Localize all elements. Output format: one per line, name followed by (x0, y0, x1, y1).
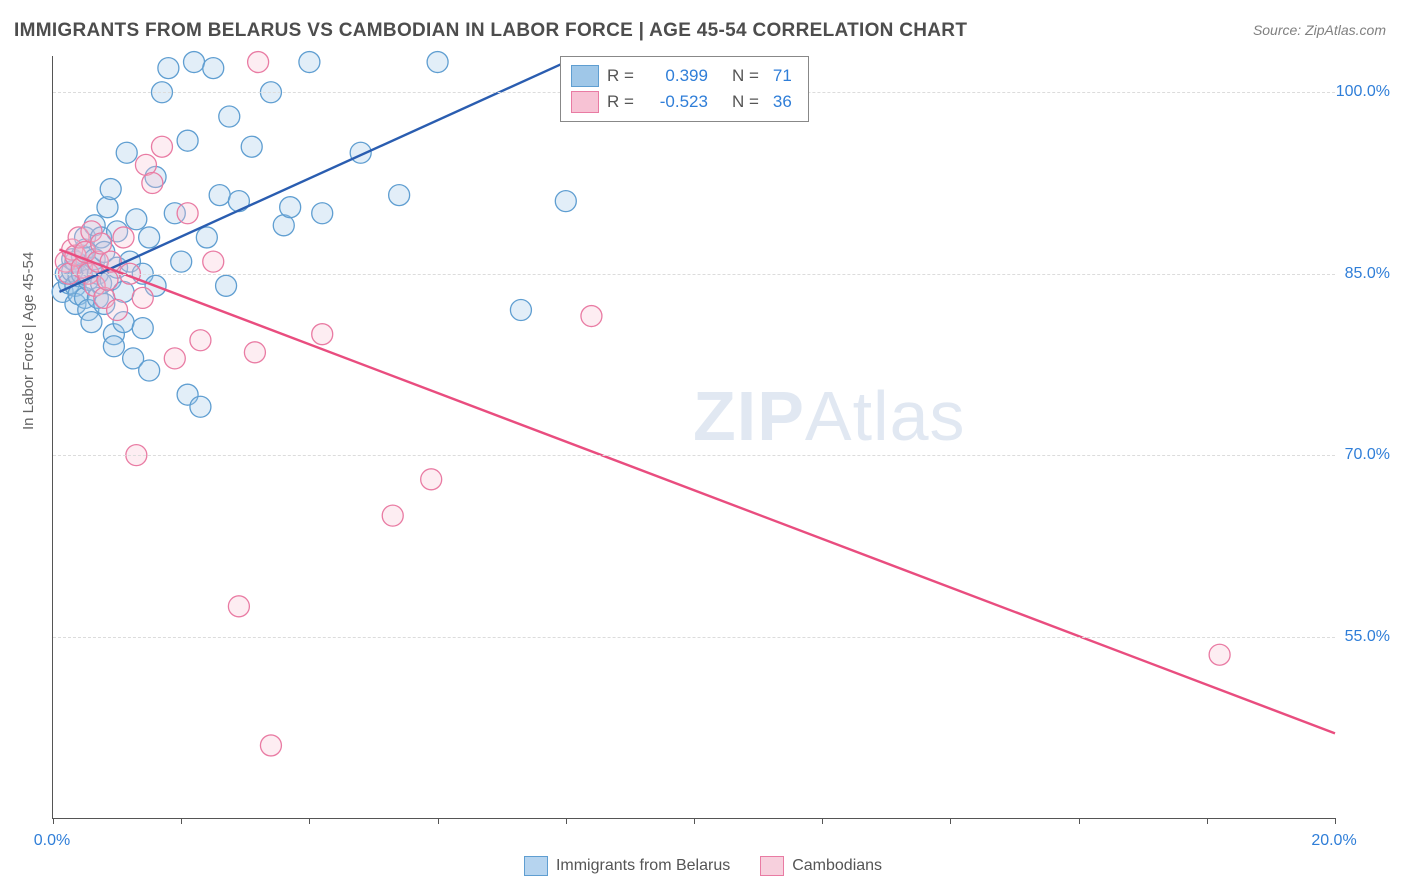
chart-svg (53, 56, 1335, 818)
x-tick (181, 818, 182, 824)
correlation-legend: R = 0.399 N = 71 R = -0.523 N = 36 (560, 56, 809, 122)
x-tick (566, 818, 567, 824)
legend-n-label: N = (732, 92, 759, 112)
data-point (190, 396, 211, 417)
legend-n-value: 71 (767, 66, 798, 86)
data-point (510, 300, 531, 321)
data-point (126, 209, 147, 230)
x-tick-label: 0.0% (34, 832, 70, 850)
data-point (184, 52, 205, 73)
legend-n-label: N = (732, 66, 759, 86)
data-point (132, 287, 153, 308)
data-point (139, 360, 160, 381)
data-point (116, 142, 137, 163)
data-point (581, 306, 602, 327)
gridline (53, 637, 1335, 638)
data-point (389, 185, 410, 206)
data-point (196, 227, 217, 248)
data-point (216, 275, 237, 296)
data-point (555, 191, 576, 212)
series-legend-item: Cambodians (760, 856, 882, 876)
data-point (1209, 644, 1230, 665)
series-legend-label: Cambodians (792, 857, 882, 875)
series-legend-label: Immigrants from Belarus (556, 857, 730, 875)
data-point (312, 203, 333, 224)
chart-title: IMMIGRANTS FROM BELARUS VS CAMBODIAN IN … (14, 20, 967, 42)
y-tick-label: 100.0% (1336, 83, 1390, 101)
data-point (113, 227, 134, 248)
data-point (228, 191, 249, 212)
x-tick (309, 818, 310, 824)
data-point (177, 130, 198, 151)
x-tick (1207, 818, 1208, 824)
x-tick (694, 818, 695, 824)
chart-container: IMMIGRANTS FROM BELARUS VS CAMBODIAN IN … (0, 0, 1406, 892)
data-point (81, 312, 102, 333)
legend-swatch (760, 856, 784, 876)
data-point (203, 251, 224, 272)
legend-row: R = -0.523 N = 36 (571, 89, 798, 115)
x-tick (438, 818, 439, 824)
legend-r-label: R = (607, 92, 634, 112)
legend-swatch (524, 856, 548, 876)
data-point (142, 173, 163, 194)
data-point (312, 324, 333, 345)
data-point (241, 136, 262, 157)
data-point (299, 52, 320, 73)
data-point (177, 203, 198, 224)
data-point (100, 179, 121, 200)
x-tick (1335, 818, 1336, 824)
data-point (151, 136, 172, 157)
x-tick (1079, 818, 1080, 824)
data-point (421, 469, 442, 490)
data-point (228, 596, 249, 617)
x-tick-label: 20.0% (1311, 832, 1356, 850)
data-point (219, 106, 240, 127)
y-tick-label: 85.0% (1345, 265, 1390, 283)
y-tick-label: 55.0% (1345, 628, 1390, 646)
data-point (260, 735, 281, 756)
data-point (132, 318, 153, 339)
data-point (171, 251, 192, 272)
data-point (382, 505, 403, 526)
y-tick-label: 70.0% (1345, 446, 1390, 464)
legend-row: R = 0.399 N = 71 (571, 63, 798, 89)
data-point (158, 58, 179, 79)
data-point (107, 300, 128, 321)
data-point (97, 197, 118, 218)
series-legend-item: Immigrants from Belarus (524, 856, 730, 876)
gridline (53, 274, 1335, 275)
legend-swatch (571, 65, 599, 87)
plot-area: ZIPAtlas (52, 56, 1335, 819)
legend-swatch (571, 91, 599, 113)
source-attribution: Source: ZipAtlas.com (1253, 22, 1386, 38)
data-point (139, 227, 160, 248)
x-tick (822, 818, 823, 824)
gridline (53, 455, 1335, 456)
series-legend: Immigrants from Belarus Cambodians (0, 856, 1406, 876)
legend-r-value: -0.523 (642, 92, 714, 112)
legend-r-value: 0.399 (642, 66, 714, 86)
trend-line (59, 62, 565, 292)
y-axis-title: In Labor Force | Age 45-54 (20, 252, 37, 430)
data-point (209, 185, 230, 206)
data-point (190, 330, 211, 351)
data-point (427, 52, 448, 73)
data-point (244, 342, 265, 363)
trend-line (59, 250, 1335, 734)
data-point (248, 52, 269, 73)
x-tick (950, 818, 951, 824)
data-point (164, 348, 185, 369)
x-tick (53, 818, 54, 824)
data-point (203, 58, 224, 79)
legend-n-value: 36 (767, 92, 798, 112)
data-point (280, 197, 301, 218)
legend-r-label: R = (607, 66, 634, 86)
data-point (103, 336, 124, 357)
